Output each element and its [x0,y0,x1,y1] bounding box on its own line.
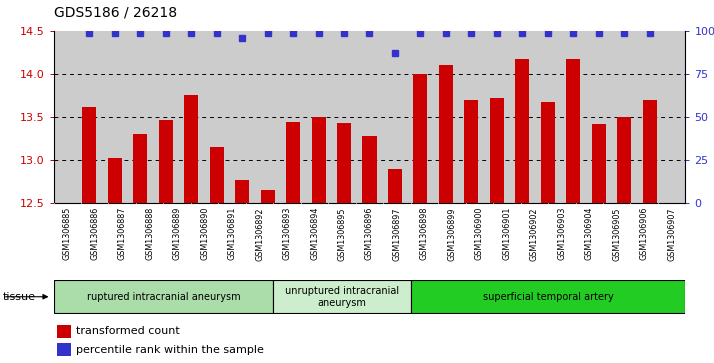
Text: GSM1306907: GSM1306907 [667,207,676,261]
Text: GSM1306897: GSM1306897 [393,207,401,261]
Text: superficial temporal artery: superficial temporal artery [483,292,613,302]
FancyBboxPatch shape [411,280,685,313]
Text: transformed count: transformed count [76,326,179,337]
Text: ruptured intracranial aneurysm: ruptured intracranial aneurysm [86,292,240,302]
Bar [82,107,96,203]
Text: GSM1306900: GSM1306900 [475,207,484,260]
Bar [388,169,402,203]
Text: GSM1306888: GSM1306888 [145,207,154,260]
Text: tissue: tissue [3,292,36,302]
Bar [643,100,657,203]
Bar [134,134,147,203]
Bar [617,117,631,203]
Text: GSM1306906: GSM1306906 [640,207,649,260]
Text: GSM1306903: GSM1306903 [558,207,566,260]
Text: GSM1306885: GSM1306885 [63,207,72,260]
Bar [261,190,275,203]
Bar [540,102,555,203]
Text: GSM1306895: GSM1306895 [338,207,346,261]
Bar [286,122,300,203]
Text: GSM1306892: GSM1306892 [255,207,264,261]
Bar [566,59,580,203]
Text: GSM1306886: GSM1306886 [90,207,99,260]
Text: GSM1306905: GSM1306905 [613,207,621,261]
Text: unruptured intracranial
aneurysm: unruptured intracranial aneurysm [285,286,399,307]
Bar [311,117,326,203]
Text: GSM1306893: GSM1306893 [283,207,291,260]
Text: GSM1306890: GSM1306890 [200,207,209,260]
Text: GSM1306891: GSM1306891 [228,207,236,260]
Bar [184,95,198,203]
Text: GSM1306904: GSM1306904 [585,207,594,260]
Bar [108,158,122,203]
Bar [490,98,504,203]
Text: GSM1306899: GSM1306899 [448,207,456,261]
Text: percentile rank within the sample: percentile rank within the sample [76,344,263,355]
Bar [464,100,478,203]
Bar [159,120,173,203]
Bar [210,147,223,203]
Text: GDS5186 / 26218: GDS5186 / 26218 [54,5,176,20]
Bar [235,180,249,203]
Text: GSM1306901: GSM1306901 [503,207,511,260]
Bar [56,325,71,338]
Text: GSM1306896: GSM1306896 [365,207,374,260]
Text: GSM1306902: GSM1306902 [530,207,539,261]
Bar [363,136,376,203]
Bar [413,74,428,203]
Text: GSM1306887: GSM1306887 [118,207,126,260]
Bar [337,123,351,203]
FancyBboxPatch shape [273,280,411,313]
Text: GSM1306898: GSM1306898 [420,207,429,260]
FancyBboxPatch shape [54,280,273,313]
Text: GSM1306894: GSM1306894 [310,207,319,260]
Bar [439,65,453,203]
Text: GSM1306889: GSM1306889 [173,207,181,260]
Bar [592,124,605,203]
Bar [516,59,529,203]
Bar [56,343,71,356]
